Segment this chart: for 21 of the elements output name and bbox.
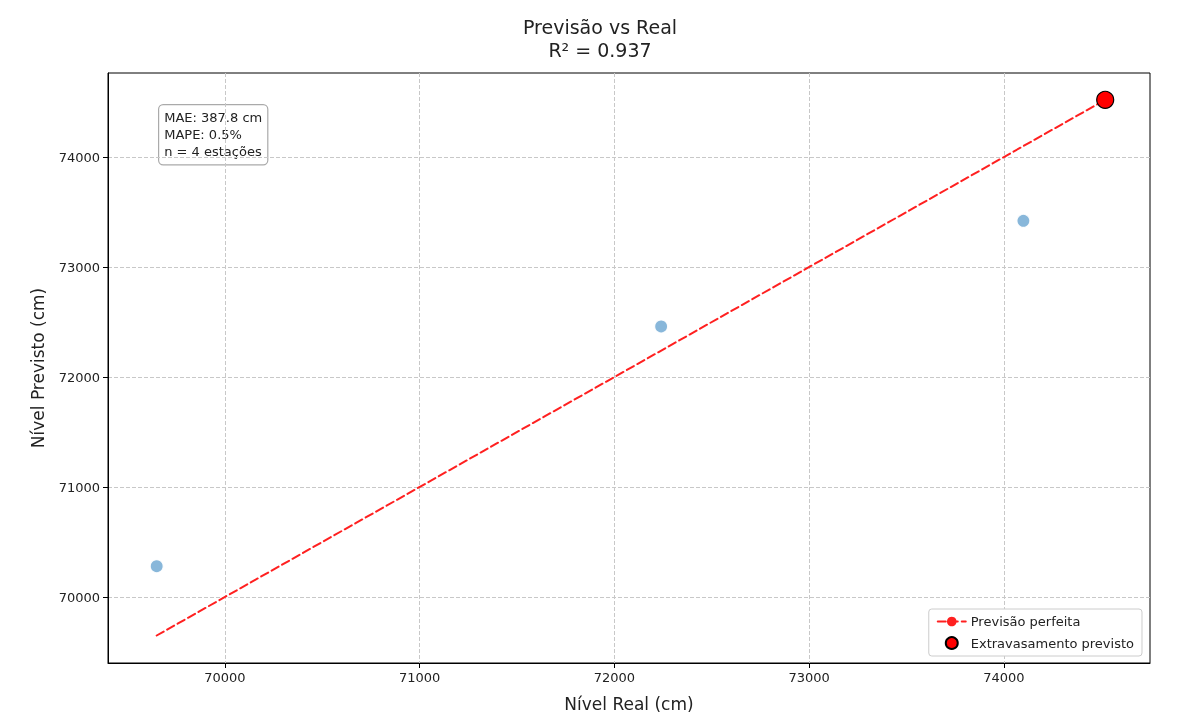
point <box>654 319 669 334</box>
chart-title: Previsão vs Real <box>522 15 678 38</box>
y-tick-label: 71000 <box>58 479 100 495</box>
chart-subtitle: R² = 0.937 <box>548 38 652 61</box>
x-tick-label: 73000 <box>788 670 830 685</box>
legend-label: Extravasamento previsto <box>970 635 1135 651</box>
y-tick-label: 70000 <box>58 589 100 605</box>
x-axis-title: Nível Real (cm) <box>564 693 694 714</box>
point <box>1016 213 1031 228</box>
legend-label: Previsão perfeita <box>970 614 1081 629</box>
x-tick-label: 70000 <box>204 670 246 685</box>
point <box>149 559 164 574</box>
x-tick-label: 74000 <box>983 670 1025 685</box>
y-tick-label: 72000 <box>58 369 100 385</box>
x-tick-label: 71000 <box>398 670 441 685</box>
annotation: MAE: 387.8 cm MAPE: 0.5% n = 4 estações <box>164 110 263 160</box>
y-axis-title: Nível Previsto (cm) <box>27 287 48 449</box>
x-tick-label: 72000 <box>593 670 636 685</box>
y-tick-label: 73000 <box>58 259 100 275</box>
y-tick-label: 74000 <box>58 149 100 165</box>
point <box>1096 90 1115 109</box>
